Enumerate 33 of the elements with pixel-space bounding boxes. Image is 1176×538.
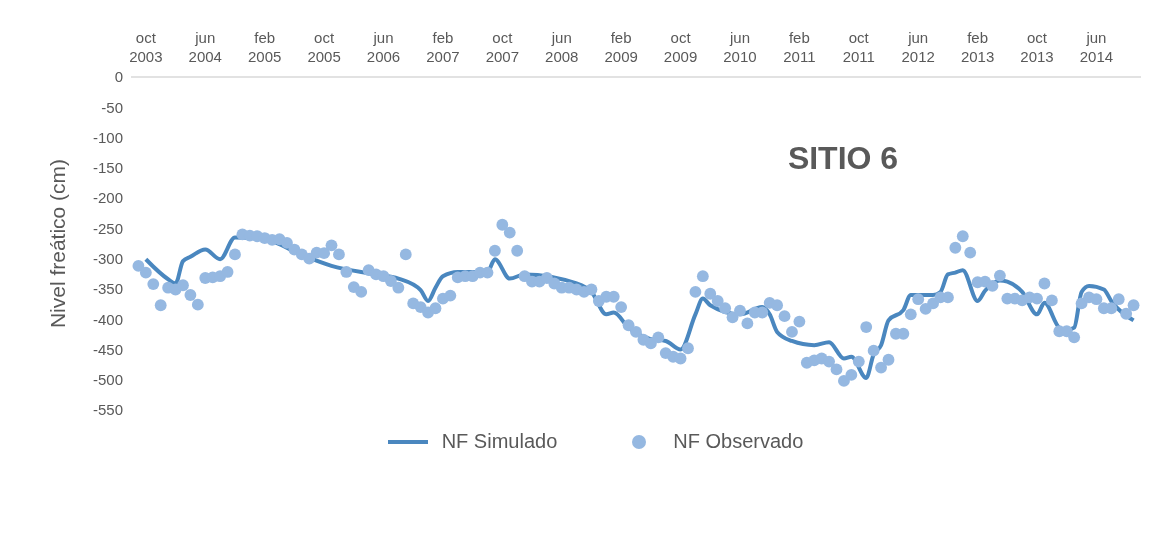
x-tick-label: feb 2007	[426, 29, 460, 65]
y-axis-title: Nivel freático (cm)	[46, 158, 70, 329]
x-tick-label: oct 2013	[1020, 29, 1054, 65]
y-tick-label: -200	[92, 189, 123, 207]
x-tick-label: jun 2012	[901, 29, 935, 65]
y-tick-label: -400	[92, 310, 123, 328]
x-tick-label: feb 2011	[783, 29, 816, 65]
y-tick-label: -150	[92, 159, 123, 177]
y-tick-label: -500	[92, 371, 123, 389]
x-tick-label: feb 2013	[960, 29, 995, 65]
x-tick-label: jun 2010	[723, 29, 757, 65]
y-tick-label: -100	[92, 128, 123, 146]
y-tick-label: -550	[92, 401, 123, 419]
x-tick-label: jun 2014	[1079, 29, 1114, 65]
y-tick-label: -50	[101, 98, 123, 116]
legend-label: NF Observado	[673, 430, 804, 453]
x-tick-label: oct 2005	[307, 29, 341, 65]
x-tick-label: oct 2011	[842, 29, 875, 65]
x-tick-label: jun 2006	[366, 29, 401, 65]
x-tick-label: jun 2008	[545, 29, 579, 65]
x-tick-label: oct 2007	[485, 29, 520, 65]
x-tick-label: feb 2005	[247, 29, 282, 65]
x-tick-label: oct 2003	[129, 29, 163, 65]
y-tick-label: -250	[92, 219, 123, 237]
x-tick-label: oct 2009	[663, 29, 698, 65]
x-tick-label: feb 2009	[604, 29, 638, 65]
y-tick-label: -450	[92, 340, 123, 358]
y-tick-label: 0	[114, 68, 123, 86]
x-tick-label: jun 2004	[188, 29, 222, 65]
y-tick-label: -350	[92, 280, 123, 298]
legend-label: NF Simulado	[441, 430, 558, 453]
text: SITIO 6	[786, 140, 900, 177]
y-tick-label: -300	[92, 249, 123, 267]
